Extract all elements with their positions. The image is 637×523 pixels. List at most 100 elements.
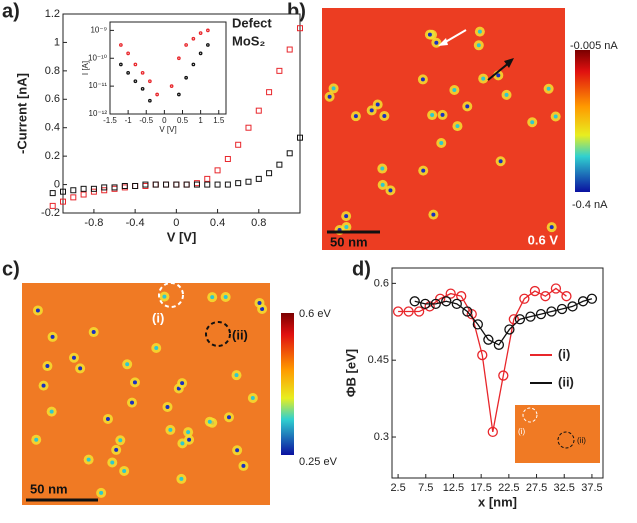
spot-core bbox=[154, 345, 159, 350]
data-point bbox=[276, 67, 283, 74]
y-tick-label: 0.8 bbox=[45, 65, 60, 77]
data-point bbox=[556, 303, 568, 315]
data-point bbox=[235, 180, 242, 187]
x-axis-label: V [V] bbox=[159, 125, 176, 134]
data-point bbox=[60, 198, 66, 205]
x-axis-label: x [nm] bbox=[478, 494, 517, 509]
data-point bbox=[132, 182, 139, 189]
spot-core bbox=[327, 94, 332, 99]
data-point bbox=[126, 70, 130, 75]
data-point bbox=[183, 181, 190, 188]
y-tick-label: 0.3 bbox=[374, 431, 389, 443]
data-point bbox=[214, 167, 221, 174]
map-background bbox=[22, 283, 270, 505]
x-tick-label: 37.5 bbox=[581, 482, 602, 494]
data-point bbox=[206, 43, 210, 47]
colorbar-label: 0.6 eV bbox=[299, 308, 331, 320]
data-point bbox=[173, 181, 180, 188]
data-point bbox=[140, 70, 145, 75]
data-point bbox=[297, 134, 303, 141]
legend-label: (i) bbox=[558, 346, 570, 361]
data-point bbox=[119, 43, 123, 47]
data-point bbox=[266, 170, 273, 177]
data-point bbox=[152, 181, 159, 188]
spot-core bbox=[431, 212, 436, 217]
spot-core bbox=[553, 114, 558, 119]
spot-core bbox=[388, 188, 393, 193]
legend-label: MoS₂ bbox=[232, 33, 265, 48]
spot-core bbox=[91, 330, 96, 335]
data-point bbox=[297, 25, 303, 32]
spot-core bbox=[165, 404, 170, 409]
x-tick-label: 22.5 bbox=[498, 482, 519, 494]
data-point bbox=[561, 291, 572, 302]
spot-core bbox=[420, 77, 425, 82]
colorbar-label: -0.005 nA bbox=[570, 40, 618, 52]
data-point bbox=[214, 181, 221, 188]
spot-core bbox=[504, 92, 509, 97]
spot-core bbox=[257, 300, 262, 305]
y-tick-label: -0.2 bbox=[41, 207, 60, 219]
spot-core bbox=[105, 416, 110, 421]
x-axis-label: V [V] bbox=[167, 229, 197, 244]
y-tick-label: 0.2 bbox=[45, 150, 60, 162]
spot-core bbox=[375, 102, 380, 107]
spot-core bbox=[114, 447, 119, 452]
spot-core bbox=[180, 441, 185, 446]
spot-core bbox=[41, 383, 46, 388]
spot-core bbox=[452, 87, 457, 92]
x-tick-label: 1.5 bbox=[213, 116, 225, 125]
scale-bar-label: 50 nm bbox=[330, 234, 368, 249]
data-point bbox=[483, 334, 494, 345]
data-point bbox=[142, 181, 149, 188]
data-point bbox=[255, 107, 262, 114]
data-point bbox=[121, 182, 128, 189]
spot-core bbox=[382, 113, 387, 118]
legend-label: Defect bbox=[232, 15, 272, 30]
inset-map: (i) (ii) bbox=[515, 405, 600, 463]
data-point bbox=[193, 181, 200, 188]
spot-core bbox=[118, 438, 123, 443]
marker-label: (ii) bbox=[577, 436, 586, 445]
data-point bbox=[70, 187, 77, 194]
data-point bbox=[456, 291, 467, 302]
marker-circle bbox=[557, 431, 575, 449]
data-point bbox=[514, 314, 526, 325]
data-point bbox=[49, 202, 56, 209]
spot-core bbox=[496, 73, 501, 78]
spot-core bbox=[122, 468, 127, 473]
data-point bbox=[504, 324, 515, 335]
spot-core bbox=[331, 86, 336, 91]
data-point bbox=[204, 181, 211, 188]
marker-circle bbox=[522, 407, 538, 423]
data-point bbox=[49, 190, 56, 197]
spot-core bbox=[130, 400, 135, 405]
x-tick-label: 2.5 bbox=[390, 482, 405, 494]
x-tick-label: 0.5 bbox=[177, 116, 189, 125]
spot-core bbox=[250, 395, 255, 400]
series-line bbox=[414, 298, 593, 346]
spot-core bbox=[110, 460, 115, 465]
spot-core bbox=[530, 120, 535, 125]
data-point bbox=[163, 181, 170, 188]
data-point bbox=[525, 311, 536, 322]
map-background bbox=[322, 8, 565, 250]
data-point bbox=[191, 62, 196, 67]
spot-core bbox=[180, 381, 185, 386]
data-point bbox=[540, 291, 551, 302]
data-point bbox=[184, 75, 188, 80]
data-point bbox=[204, 175, 211, 182]
spot-core bbox=[186, 430, 191, 435]
data-point bbox=[255, 175, 262, 182]
data-point bbox=[224, 155, 231, 162]
spot-core bbox=[260, 306, 265, 311]
data-point bbox=[276, 161, 283, 168]
x-tick-label: 12.5 bbox=[443, 482, 464, 494]
spot-core bbox=[430, 113, 435, 118]
spot-core bbox=[369, 108, 374, 113]
data-point bbox=[101, 184, 108, 191]
spot-core bbox=[179, 476, 184, 481]
spot-core bbox=[380, 182, 385, 187]
data-point bbox=[224, 181, 231, 188]
